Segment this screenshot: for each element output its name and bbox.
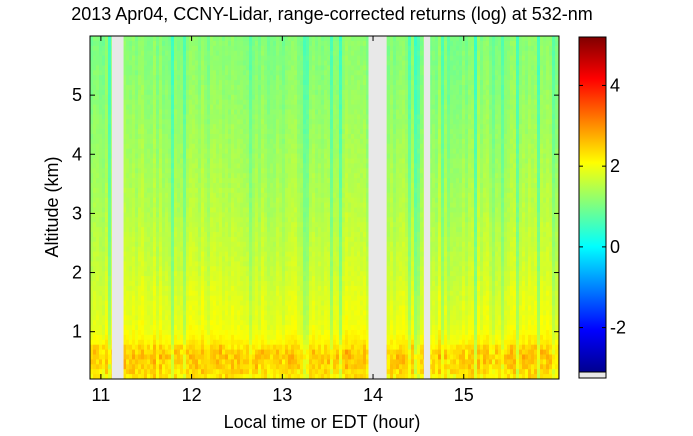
x-axis: 11 12 13 14 15 — [92, 36, 474, 405]
data-gap — [368, 36, 387, 379]
y-tick-label: 2 — [72, 263, 82, 283]
y-axis: 1 2 3 4 5 — [72, 85, 559, 342]
colorbar-nodata-swatch — [578, 371, 607, 379]
plot-frame — [89, 35, 560, 380]
y-tick-label: 4 — [72, 144, 82, 164]
y-tick-label: 5 — [72, 85, 82, 105]
y-tick-label: 3 — [72, 203, 82, 223]
colorbar-axis: -2 0 2 4 — [579, 75, 626, 338]
colorbar — [578, 36, 607, 373]
chart-title: 2013 Apr04, CCNY-Lidar, range-corrected … — [71, 4, 593, 24]
x-axis-label: Local time or EDT (hour) — [224, 412, 421, 432]
colorbar-tick-label: -2 — [610, 318, 626, 338]
colorbar-tick-label: 0 — [610, 237, 620, 257]
x-tick-label: 11 — [92, 385, 111, 405]
data-gap — [423, 36, 431, 379]
x-tick-label: 15 — [454, 385, 474, 405]
y-tick-label: 1 — [72, 322, 82, 342]
y-axis-label: Altitude (km) — [42, 156, 62, 257]
heatmap-image — [90, 36, 559, 379]
x-tick-label: 12 — [182, 385, 202, 405]
colorbar-tick-label: 2 — [610, 156, 620, 176]
data-gap — [111, 36, 124, 379]
missing-data-gaps — [111, 36, 431, 379]
colorbar-tick-label: 4 — [610, 75, 620, 95]
x-tick-label: 13 — [272, 385, 292, 405]
x-tick-label: 14 — [363, 385, 383, 405]
